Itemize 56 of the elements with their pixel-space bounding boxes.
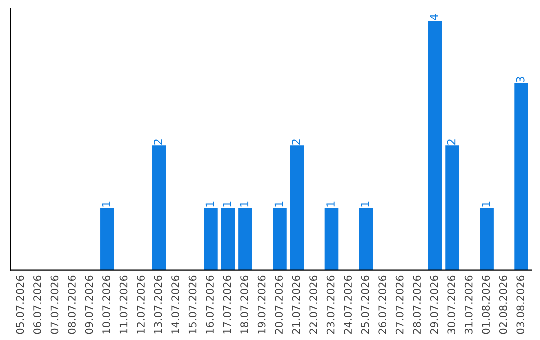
x-tick-label: 16.07.2026 [206,276,214,334]
bar [221,208,236,270]
bar [238,208,252,270]
data-label: 2 [154,140,162,145]
data-label: 1 [274,202,284,207]
bar [514,83,528,270]
bar [428,20,442,270]
x-tick-label: 10.07.2026 [102,276,110,334]
x-tick-label: 19.07.2026 [258,276,266,334]
x-tick-label: 22.07.2026 [310,276,318,334]
data-label: 1 [223,202,232,207]
x-tick-label: 26.07.2026 [378,276,387,334]
bar [152,146,166,270]
bar [204,208,218,270]
x-tick-label: 17.07.2026 [223,276,232,334]
data-label: 1 [206,202,214,207]
x-tick-label: 05.07.2026 [16,276,24,334]
data-label: 1 [326,202,335,207]
x-tick-label: 21.07.2026 [292,276,300,334]
x-tick-label: 18.07.2026 [240,276,248,334]
x-tick-label: 12.07.2026 [137,276,145,334]
x-tick-label: 20.07.2026 [275,276,283,334]
x-tick-label: 09.07.2026 [85,276,94,334]
x-tick-label: 07.07.2026 [50,276,59,334]
data-label: 2 [292,140,300,145]
x-tick-label: 06.07.2026 [34,276,42,334]
bar [480,208,494,270]
x-tick-label: 13.07.2026 [154,276,162,334]
x-tick-label: 30.07.2026 [448,276,456,334]
bar [273,208,287,270]
x-tick-label: 01.08.2026 [482,276,490,334]
data-label: 2 [447,140,456,145]
bar [324,208,339,270]
x-tick-label: 28.07.2026 [413,276,422,334]
data-label: 4 [430,14,438,20]
x-tick-label: 15.07.2026 [188,276,197,334]
x-tick-label: 27.07.2026 [396,276,404,334]
x-tick-label: 08.07.2026 [68,276,76,334]
x-tick-label: 11.07.2026 [120,276,128,334]
x-tick-label: 29.07.2026 [430,276,438,334]
bar [359,208,374,270]
data-label: 1 [102,202,110,207]
data-label: 1 [240,202,249,207]
x-tick-label: 03.08.2026 [516,276,525,334]
data-label: 1 [361,202,370,207]
data-label: 3 [516,77,525,82]
bar [446,146,460,270]
x-tick-label: 14.07.2026 [172,276,180,334]
bar [290,146,304,270]
x-tick-label: 25.07.2026 [361,276,370,334]
x-tick-label: 23.07.2026 [326,276,335,334]
x-tick-label: 02.08.2026 [499,276,508,334]
x-tick-label: 24.07.2026 [344,276,352,334]
data-label: 1 [482,202,490,207]
bar [100,208,114,270]
x-tick-label: 31.07.2026 [464,276,473,334]
